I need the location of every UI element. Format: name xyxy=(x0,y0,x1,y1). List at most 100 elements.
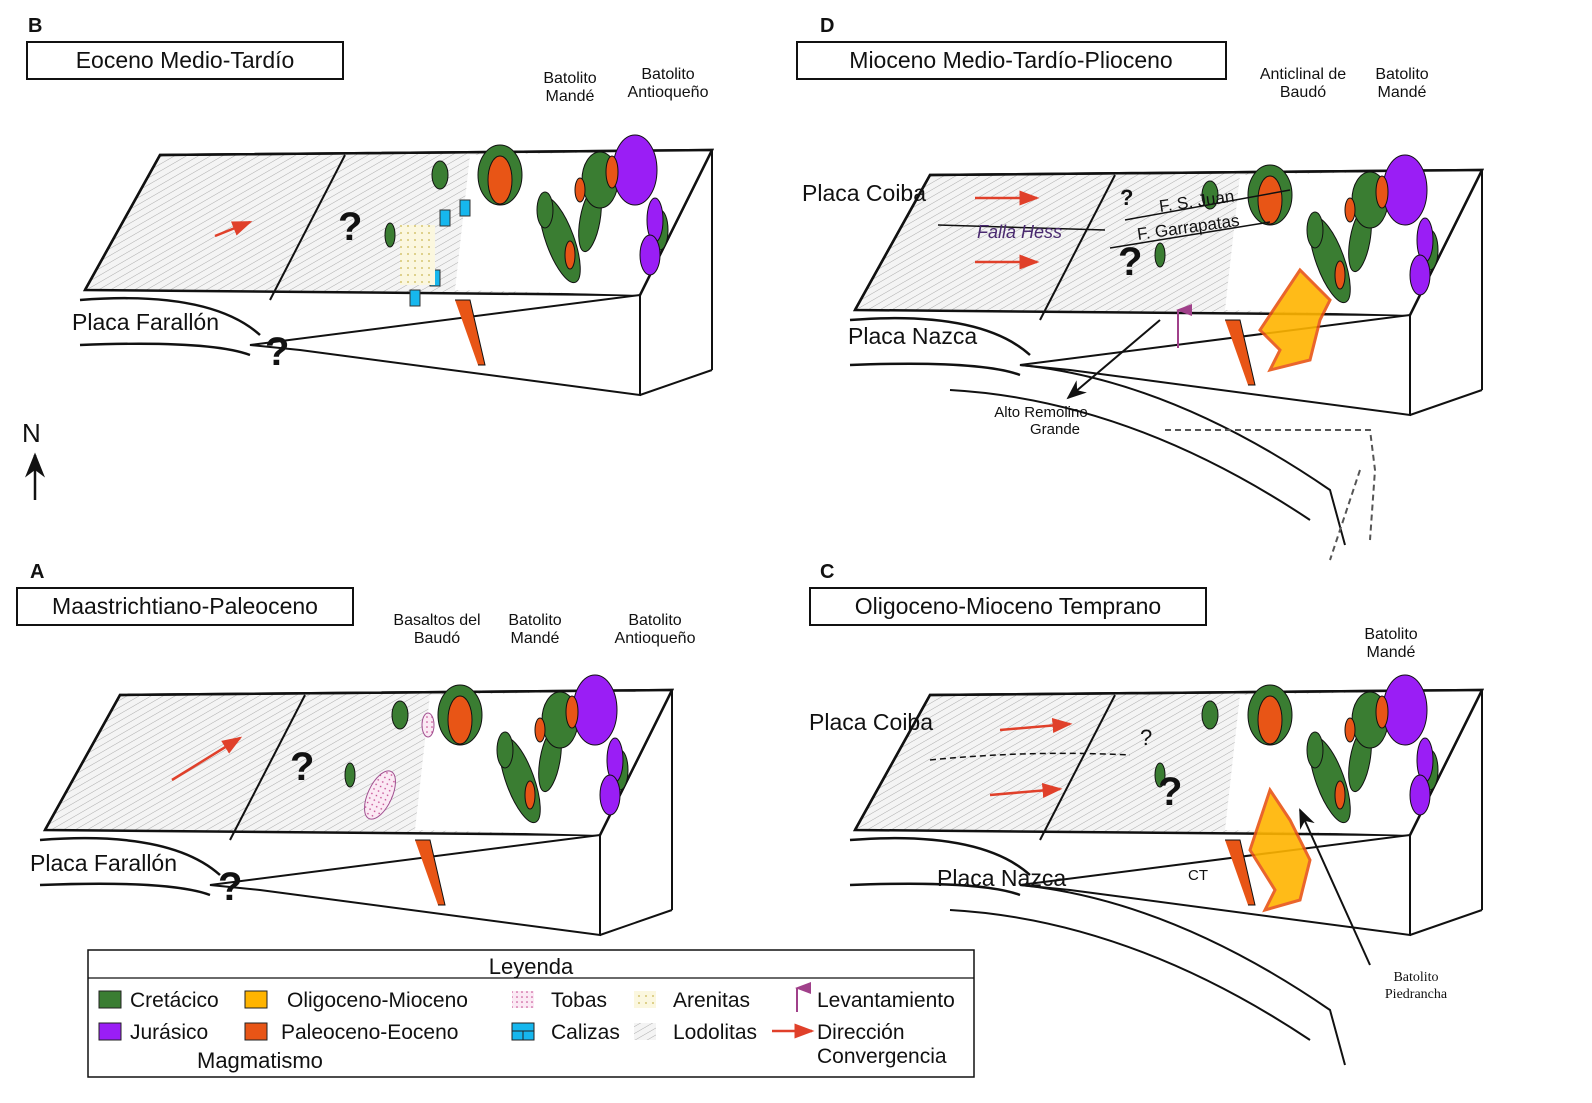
front-face xyxy=(249,293,641,397)
legend-swatch-cretacico xyxy=(98,990,122,1009)
title-box xyxy=(809,587,1207,626)
paleoceno-eoceno-body xyxy=(447,695,473,745)
label-batolito-antioqueno: Batolito xyxy=(641,66,694,83)
legend-swatch-lodolitas xyxy=(634,1023,656,1040)
jurasico-body xyxy=(1382,674,1428,746)
paleoceno-eoceno-body xyxy=(534,717,546,743)
tobas-body xyxy=(421,712,435,738)
legend: Leyenda Cretácico Oligoceno-Mioceno Toba… xyxy=(87,949,975,1078)
block-edge xyxy=(599,909,673,936)
label-batolito-antioqueno-2: Antioqueño xyxy=(615,630,696,647)
paleoceno-eoceno-body xyxy=(605,155,619,189)
fault-hess-label: Falla Hess xyxy=(977,222,1062,242)
jurasico-body xyxy=(1409,774,1431,816)
block-outline xyxy=(853,168,1485,316)
panel-letter: B xyxy=(28,15,42,37)
legend-label: Arenitas xyxy=(673,989,750,1012)
convergence-arrow xyxy=(989,783,1063,798)
plate-top xyxy=(849,836,1031,876)
cretacico-body xyxy=(384,222,396,248)
question-mark: ? xyxy=(1118,240,1142,284)
panel-title: Mioceno Medio-Tardío-Plioceno xyxy=(849,47,1172,73)
convergence-arrow xyxy=(999,718,1073,733)
legend-swatch-paleoceno-eoceno xyxy=(244,1022,268,1041)
paleoceno-eoceno-body xyxy=(1375,175,1389,209)
label-batolito-mande-2: Mandé xyxy=(1378,84,1427,101)
legend-label: Calizas xyxy=(551,1021,620,1044)
cretacico-body xyxy=(1201,700,1219,730)
legend-label: Cretácico xyxy=(130,989,219,1012)
block-diagrams xyxy=(39,134,1485,1066)
jurasico-body xyxy=(1409,254,1431,296)
block-diagram xyxy=(39,674,675,937)
panel-b: B Eoceno Medio-Tardío Placa Farallón ? ?… xyxy=(26,15,709,374)
plate-label: Placa Farallón xyxy=(30,850,177,876)
label-batolito-piedrancha-2: Piedrancha xyxy=(1385,987,1448,1002)
convergence-arrow xyxy=(214,220,253,238)
paleoceno-eoceno-body xyxy=(1334,260,1346,290)
cretacico-body xyxy=(536,191,554,229)
block-edge xyxy=(1409,909,1483,936)
oligoceno-mioceno-body xyxy=(1258,267,1332,373)
legend-label: Oligoceno-Mioceno xyxy=(287,989,468,1012)
magmatic-conduit xyxy=(1225,839,1256,906)
legend-swatch-calizas xyxy=(511,1022,535,1041)
plate-bottom xyxy=(79,342,251,357)
dashed-slab-outline xyxy=(1165,429,1377,561)
arenitas-body xyxy=(400,225,435,285)
fault-line xyxy=(269,154,346,301)
panel-title: Eoceno Medio-Tardío xyxy=(76,47,295,73)
calizas-body xyxy=(409,289,421,307)
falla-hess-line xyxy=(937,224,1106,231)
tobas-body xyxy=(364,770,396,820)
title-box xyxy=(26,41,344,80)
label-batolito-mande: Batolito xyxy=(1364,626,1417,643)
label-batolito-antioqueno: Batolito xyxy=(628,612,681,629)
panel-a: A Maastrichtiano-Paleoceno Placa Faralló… xyxy=(16,561,696,909)
plate-top xyxy=(849,316,1031,356)
plate-top xyxy=(79,296,261,336)
front-face xyxy=(209,833,601,937)
paleoceno-eoceno-body xyxy=(524,780,536,810)
block-outline xyxy=(853,688,1485,836)
plate-bottom xyxy=(849,882,1021,897)
legend-swatch-oligoceno-mioceno xyxy=(244,990,268,1009)
paleoceno-eoceno-body xyxy=(1344,197,1356,223)
north-arrow: N xyxy=(22,418,45,500)
panel-letter: C xyxy=(820,561,834,583)
legend-swatch-arenitas xyxy=(634,991,656,1008)
panel-letter: D xyxy=(820,15,834,37)
paleoceno-eoceno-body xyxy=(564,240,576,270)
question-mark: ? xyxy=(1158,770,1182,814)
paleoceno-eoceno-body xyxy=(1344,717,1356,743)
cretacico-body xyxy=(1306,731,1324,769)
label-anticlinal-baudo-2: Baudó xyxy=(1280,84,1326,101)
fault-line xyxy=(229,694,306,841)
legend-label: Dirección xyxy=(817,1021,905,1044)
pointer-arrow xyxy=(1299,808,1371,966)
block-diagram xyxy=(79,134,715,397)
fault-line xyxy=(1039,694,1116,841)
plate-label-upper: Placa Coiba xyxy=(802,180,926,206)
legend-label: Paleoceno-Eoceno xyxy=(281,1021,458,1044)
legend-label: Convergencia xyxy=(817,1045,947,1068)
plate-label-lower: Placa Nazca xyxy=(937,865,1066,891)
question-mark: ? xyxy=(290,745,314,789)
cretacico-body xyxy=(1154,762,1166,788)
title-box xyxy=(16,587,354,626)
label-basaltos-baudo: Basaltos del xyxy=(393,612,480,629)
north-label: N xyxy=(22,418,41,448)
label-batolito-piedrancha: Batolito xyxy=(1393,970,1438,985)
label-alto-remolino: Alto Remolino xyxy=(994,404,1087,421)
label-batolito-antioqueno-2: Antioqueño xyxy=(628,84,709,101)
ct-label: CT xyxy=(1188,867,1208,884)
question-mark: ? xyxy=(265,330,289,374)
cretacico-body xyxy=(1306,211,1324,249)
plate-label: Placa Farallón xyxy=(72,309,219,335)
question-mark: ? xyxy=(338,205,362,249)
cretacico-body xyxy=(344,762,356,788)
block-outline xyxy=(83,148,715,296)
dashed-fault xyxy=(929,752,1131,761)
question-mark: ? xyxy=(1120,185,1133,210)
legend-title: Leyenda xyxy=(489,954,574,979)
